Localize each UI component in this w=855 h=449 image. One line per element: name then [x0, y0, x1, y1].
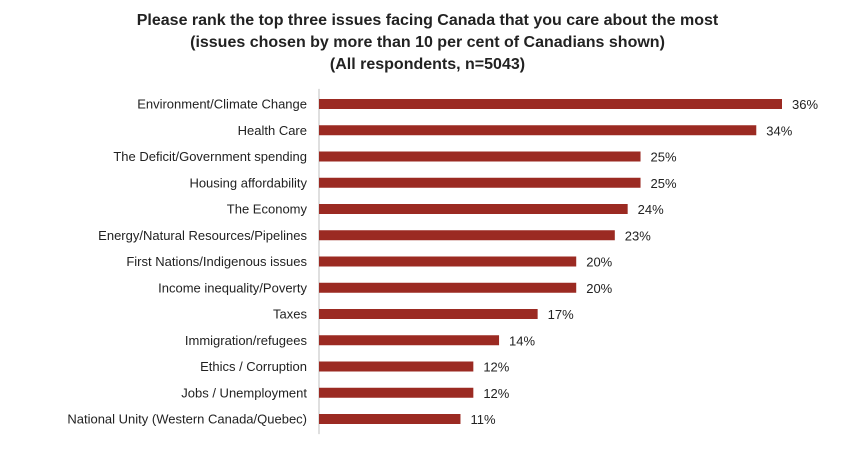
data-label: 12% [483, 360, 509, 375]
chart-title-line-2: (issues chosen by more than 10 per cent … [190, 34, 665, 51]
data-label: 25% [651, 150, 677, 165]
data-label: 20% [586, 255, 612, 270]
category-label: Environment/Climate Change [137, 97, 307, 112]
category-label: The Economy [227, 202, 308, 217]
value-labels-group: 36%34%25%25%24%23%20%20%17%14%12%12%11% [470, 97, 818, 427]
category-label: First Nations/Indigenous issues [126, 254, 307, 269]
category-label: The Deficit/Government spending [113, 149, 307, 164]
data-label: 12% [483, 386, 509, 401]
category-labels-group: Environment/Climate Change Health Care The… [67, 97, 307, 427]
bar [319, 256, 577, 267]
data-label: 24% [638, 202, 664, 217]
chart-title-line-1: Please rank the top three issues facing … [136, 12, 719, 29]
data-label: 14% [509, 333, 535, 348]
bar [319, 414, 461, 424]
bar [319, 125, 757, 136]
bar [319, 204, 628, 214]
category-label: Energy/Natural Resources/Pipelines [98, 228, 307, 243]
category-label: Taxes [273, 307, 307, 322]
chart-title-line-3: (All respondents, n=5043) [329, 56, 526, 73]
data-label: 17% [548, 307, 574, 322]
data-label: 36% [792, 97, 818, 112]
data-label: 23% [625, 228, 651, 243]
data-label: 20% [586, 281, 612, 296]
bar [319, 151, 641, 162]
bar [319, 230, 615, 241]
bar [319, 282, 577, 293]
category-label: Health Care [238, 123, 307, 138]
bar [319, 99, 782, 109]
bar [319, 309, 538, 319]
category-label: Jobs / Unemployment [181, 385, 307, 400]
category-label: Housing affordability [189, 175, 307, 190]
bar [319, 335, 500, 346]
bar [319, 177, 641, 188]
data-label: 25% [651, 176, 677, 191]
category-label: Ethics / Corruption [200, 359, 307, 374]
bar [319, 387, 474, 398]
category-label: Income inequality/Poverty [158, 280, 307, 295]
category-label: Immigration/refugees [185, 333, 308, 348]
data-label: 11% [470, 412, 495, 427]
bars-group [319, 99, 782, 424]
category-label: National Unity (Western Canada/Quebec) [67, 412, 307, 427]
data-label: 34% [766, 123, 792, 138]
chart-title: Please rank the top three issues facing … [0, 10, 855, 76]
bar [319, 361, 474, 372]
